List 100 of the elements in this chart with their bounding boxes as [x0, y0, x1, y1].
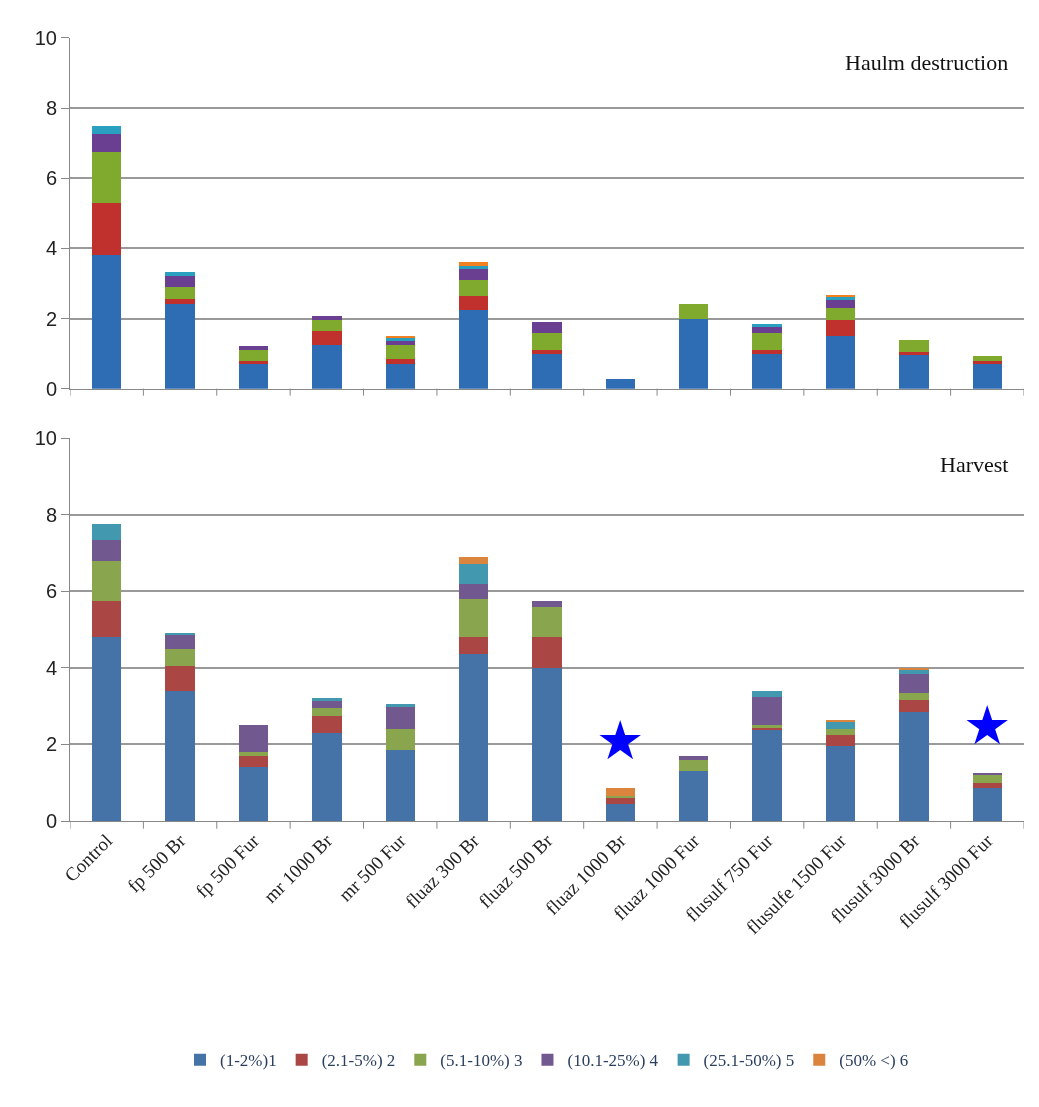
bar: [899, 339, 929, 352]
bar: [899, 711, 929, 822]
bar: [532, 637, 562, 668]
bar: [312, 316, 342, 321]
bar: [458, 564, 489, 584]
bar: [825, 721, 856, 730]
bar: [752, 696, 782, 726]
legend-label: (5.1-10%) 3: [440, 1051, 523, 1071]
y-tick-label: 4: [45, 656, 57, 679]
bar: [899, 692, 929, 701]
bar: [679, 755, 709, 760]
y-tick-label: 10: [34, 26, 57, 49]
bar: [312, 344, 342, 389]
bar: [385, 358, 415, 365]
bar: [165, 304, 195, 389]
bar: [92, 134, 122, 152]
bar: [458, 295, 489, 310]
legend-label: (25.1-50%) 5: [703, 1051, 795, 1071]
bar: [899, 673, 929, 693]
bar: [385, 750, 415, 822]
bar: [92, 539, 122, 561]
annotation: ★: [596, 709, 645, 772]
bar: [165, 632, 195, 636]
bar: [458, 637, 489, 655]
bar: [385, 341, 415, 345]
bar: [752, 690, 782, 697]
bar: [679, 759, 709, 772]
y-tick-label: 10: [34, 427, 57, 450]
bar: [92, 255, 122, 389]
bar: [605, 379, 636, 389]
bar: [458, 598, 489, 638]
bar: [238, 767, 269, 822]
bar: [92, 524, 122, 540]
text: Harvest: [940, 452, 1009, 477]
bar: [458, 269, 489, 280]
bar: [92, 600, 122, 638]
bar: [532, 667, 562, 822]
bar: [385, 704, 415, 708]
bar: [92, 560, 122, 601]
bar: [165, 276, 195, 287]
bar: [458, 279, 489, 296]
bar: [605, 798, 636, 804]
legend-label: (10.1-25%) 4: [567, 1051, 659, 1071]
bar: [752, 350, 782, 354]
bar: [458, 556, 489, 565]
bar: [752, 332, 782, 351]
bar: [458, 262, 489, 266]
y-tick-label: 6: [45, 167, 57, 190]
y-tick-label: 6: [45, 580, 57, 603]
bar: [825, 299, 856, 308]
bar: [972, 773, 1002, 776]
bar: [385, 729, 415, 751]
bar: [165, 648, 195, 666]
bar: [679, 771, 709, 822]
bar: [532, 353, 562, 389]
bar: [312, 330, 342, 345]
bar: [385, 706, 415, 730]
legend-label: (2.1-5%) 2: [321, 1051, 396, 1071]
bar: [532, 332, 562, 351]
bar: [238, 725, 269, 753]
bar: [458, 309, 489, 389]
y-tick-label: 8: [45, 503, 57, 526]
bar: [165, 690, 195, 822]
bar: [825, 734, 856, 747]
bar: [825, 746, 856, 822]
bar: [92, 125, 122, 135]
bar: [825, 307, 856, 321]
bar: [825, 336, 856, 389]
text: Haulm destruction: [845, 50, 1009, 75]
bar: [238, 350, 269, 361]
bar: [165, 665, 195, 691]
bar: [312, 700, 342, 709]
y-tick-label: 8: [45, 97, 57, 120]
bar: [825, 320, 856, 337]
bar: [385, 335, 415, 338]
bar: [458, 583, 489, 599]
bar: [605, 796, 636, 799]
bar: [92, 151, 122, 203]
bar: [972, 356, 1002, 361]
bar: [679, 304, 709, 319]
bar: [752, 327, 782, 333]
bar: [752, 353, 782, 389]
bar: [458, 654, 489, 822]
bar: [679, 318, 709, 389]
bar: [972, 775, 1002, 783]
bar: [165, 299, 195, 305]
bar: [92, 202, 122, 256]
y-tick-label: 0: [45, 810, 57, 833]
bar: [605, 803, 636, 822]
bar: [385, 364, 415, 389]
bar: [385, 344, 415, 359]
x-tick-label: fp 500 Fur: [191, 829, 264, 902]
bar: [165, 635, 195, 649]
bar: [238, 345, 269, 351]
x-tick-label: fp 500 Br: [123, 829, 191, 897]
bar: [972, 788, 1002, 822]
bar: [532, 350, 562, 354]
bar: [532, 606, 562, 638]
bar: [899, 700, 929, 712]
bar: [825, 729, 856, 735]
